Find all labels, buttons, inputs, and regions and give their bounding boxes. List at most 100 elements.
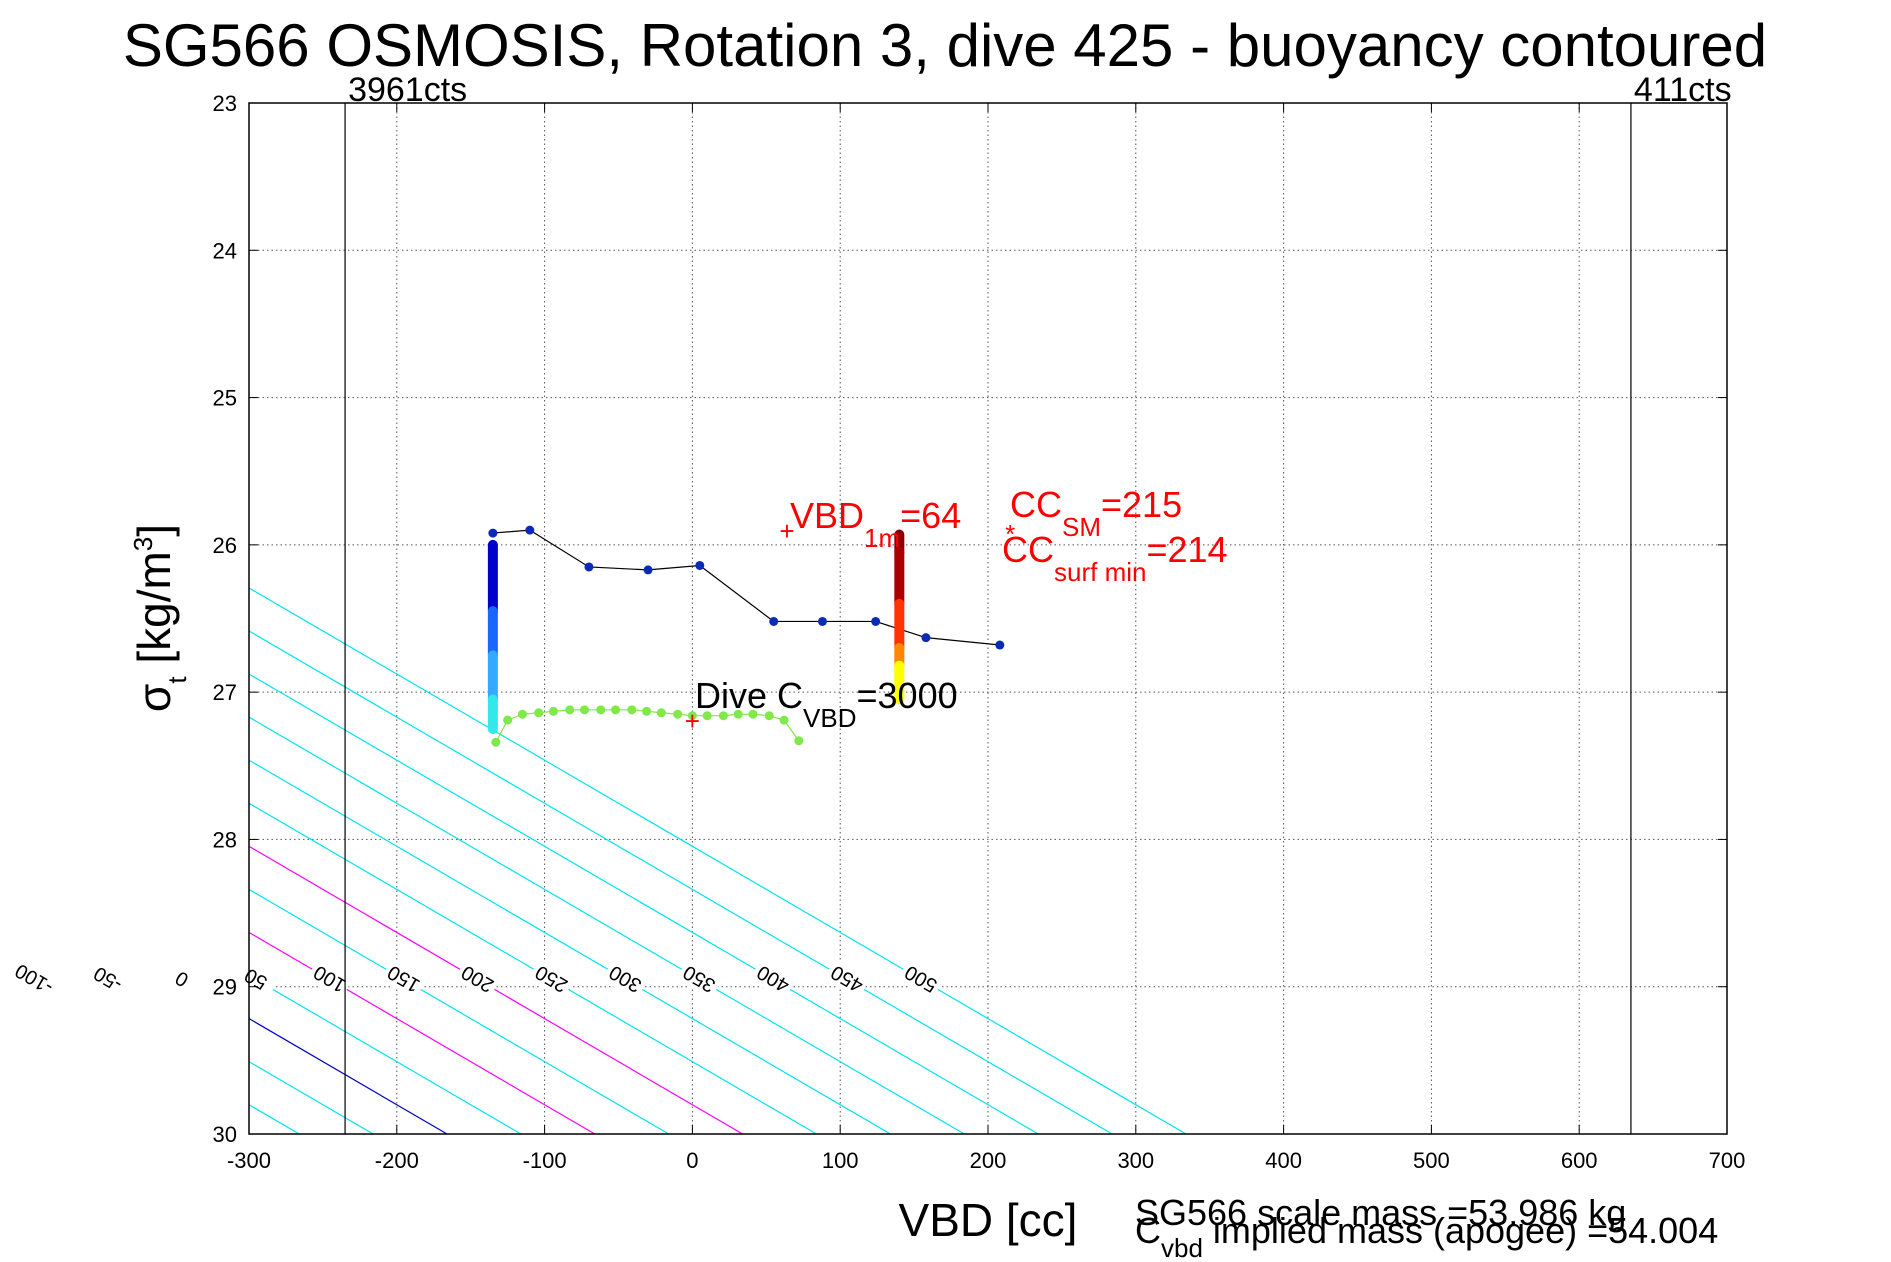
- vbd-1m-main: VBD: [790, 495, 864, 536]
- series-point: [817, 616, 827, 626]
- contour-line: [249, 802, 817, 1134]
- y-axis-unit: [kg/m: [128, 551, 180, 676]
- marker-symbol: *: [1005, 519, 1015, 549]
- contour-label-background: [84, 958, 132, 1000]
- x-tick-label: 400: [1265, 1148, 1302, 1173]
- y-axis-sup: 3: [128, 537, 158, 551]
- x-tick-label: -200: [375, 1148, 419, 1173]
- data-series: [487, 525, 1005, 747]
- y-tick-label: 26: [213, 533, 237, 558]
- vbd-1m-sub: 1m: [864, 523, 900, 553]
- y-tick-label: 23: [213, 91, 237, 116]
- y-axis-label: σt [kg/m3]: [128, 524, 192, 712]
- contour-label-background: [675, 958, 723, 1000]
- series-point: [548, 706, 558, 716]
- x-tick-label: 500: [1413, 1148, 1450, 1173]
- y-tick-label: 24: [213, 238, 237, 263]
- chart-title: SG566 OSMOSIS, Rotation 3, dive 425 - bu…: [123, 12, 1767, 79]
- series-point: [718, 711, 728, 721]
- vbd-1m-annotation: VBD1m=64: [790, 495, 961, 553]
- contour-line: [249, 759, 891, 1134]
- contour-label-background: [453, 958, 501, 1000]
- cc-sm-main: CC: [1010, 484, 1062, 525]
- cc-sm-annotation: CCSM=215: [1010, 484, 1182, 542]
- dive-cvbd-rest: =3000: [857, 675, 958, 716]
- contour-line: [249, 845, 743, 1134]
- series-point: [656, 708, 666, 718]
- contour-label: -100: [12, 959, 58, 998]
- x-tick-label: -100: [523, 1148, 567, 1173]
- series-point: [488, 528, 498, 538]
- buoyancy-contours: [0, 103, 1187, 1134]
- contour-label-background: [158, 958, 205, 1000]
- contour-line: [249, 587, 1187, 1134]
- series-point: [764, 711, 774, 721]
- markers: + * +: [685, 516, 1015, 736]
- series-point: [580, 705, 590, 715]
- contour-line: [0, 103, 4, 1134]
- series-point: [503, 715, 513, 725]
- x-tick-label: 300: [1117, 1148, 1154, 1173]
- series-point: [673, 709, 683, 719]
- y-tick-label: 29: [213, 975, 237, 1000]
- series-point: [643, 565, 653, 575]
- series-point: [687, 711, 697, 721]
- contour-label-background: [749, 958, 797, 1000]
- dive-cvbd-sub: VBD: [803, 703, 856, 733]
- series-point: [642, 706, 652, 716]
- plot-area: -150-100-5005010015020025030035040045050…: [0, 71, 1745, 1173]
- contour-label-background: [380, 958, 427, 1000]
- x-tick-label: 100: [822, 1148, 859, 1173]
- series-point: [995, 640, 1005, 650]
- y-ticks: 23 24 25 26 27 28 29 30: [213, 91, 1727, 1147]
- x-axis-label: VBD [cc]: [899, 1194, 1078, 1246]
- y-axis-symbol: σ: [128, 684, 180, 712]
- x-tick-label: 600: [1561, 1148, 1598, 1173]
- series-point: [596, 705, 606, 715]
- series-point: [769, 616, 779, 626]
- series-point: [534, 708, 544, 718]
- series-point: [779, 715, 789, 725]
- series-point: [702, 711, 712, 721]
- contour-line: [249, 716, 965, 1134]
- implied-mass-text: Cvbd implied mass (apogee) =54.004: [1135, 1210, 1718, 1262]
- series-point: [525, 525, 535, 535]
- implied-mass-rest: implied mass (apogee) =54.004: [1203, 1210, 1718, 1251]
- x-tick-label: 700: [1709, 1148, 1746, 1173]
- contour-label-background: [897, 958, 944, 1000]
- scale-mass-text: SG566 scale mass =53.986 kg: [1135, 1192, 1626, 1233]
- series-point: [748, 709, 758, 719]
- contour-label-background: [527, 958, 575, 1000]
- contour-label-background: [601, 958, 649, 1000]
- series-point: [584, 562, 594, 572]
- x-ticks: -300 -200 -100 0 100 200 300 400 500 600 700: [227, 103, 1745, 1173]
- contour-label-background: [10, 958, 58, 1000]
- marker-symbol: +: [779, 516, 794, 546]
- y-axis-close: ]: [128, 524, 180, 537]
- series-point: [733, 709, 743, 719]
- contour-labels: -150-100-5005010015020025030035040045050…: [10, 958, 944, 1000]
- implied-mass-sub: vbd: [1161, 1233, 1203, 1262]
- cc-surf-rest: =214: [1146, 529, 1227, 570]
- contour-label-background: [232, 958, 279, 1000]
- implied-mass-main: C: [1135, 1210, 1161, 1251]
- cc-surf-min-annotation: CCsurf min=214: [1002, 529, 1228, 587]
- marker-symbol: +: [685, 706, 700, 736]
- series-point: [491, 737, 501, 747]
- x-tick-label: 0: [686, 1148, 698, 1173]
- y-tick-label: 27: [213, 680, 237, 705]
- series-point: [921, 633, 931, 643]
- cc-surf-main: CC: [1002, 529, 1054, 570]
- series-point: [695, 560, 705, 570]
- cc-sm-sub: SM: [1062, 512, 1101, 542]
- y-tick-label: 30: [213, 1122, 237, 1147]
- dive-cvbd-main: Dive C: [695, 675, 803, 716]
- series-point: [794, 736, 804, 746]
- series-point: [611, 705, 621, 715]
- cc-surf-sub: surf min: [1054, 557, 1146, 587]
- y-axis-sub: t: [162, 676, 192, 684]
- y-tick-label: 28: [213, 827, 237, 852]
- series-point: [565, 705, 575, 715]
- grid: [249, 103, 1727, 1134]
